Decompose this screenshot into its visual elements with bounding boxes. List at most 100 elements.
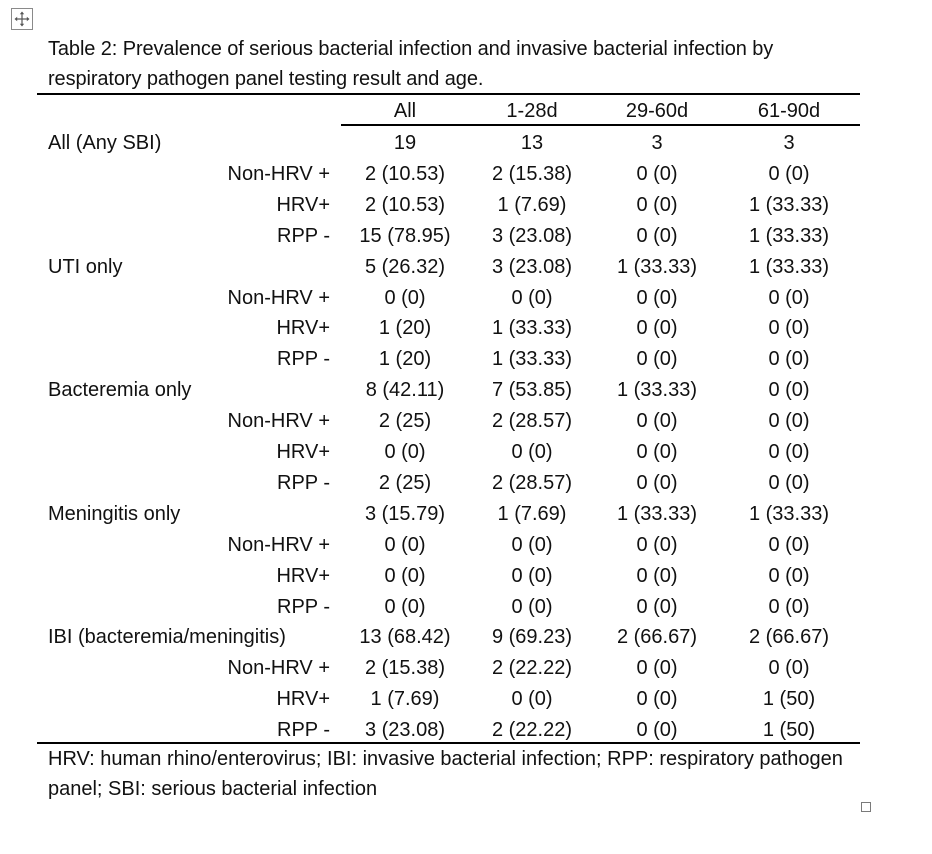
- table-cell-29-60d: 2 (66.67): [616, 626, 698, 648]
- row-group-label: All (Any SBI): [48, 132, 162, 154]
- table-cell-all: 3 (15.79): [364, 503, 446, 525]
- table-bottom-rule: [37, 742, 860, 744]
- column-header-all: All: [393, 100, 417, 122]
- table-cell-61-90d: 3: [783, 132, 795, 154]
- table-cell-61-90d: 1 (33.33): [748, 503, 830, 525]
- table-cell-29-60d: 0 (0): [636, 596, 678, 618]
- column-header-29-60d: 29-60d: [625, 100, 689, 122]
- row-group-label: IBI (bacteremia/meningitis): [48, 626, 286, 648]
- table-cell-1-28d: 0 (0): [511, 534, 553, 556]
- row-sub-label: RPP -: [277, 225, 330, 247]
- table-cell-1-28d: 2 (15.38): [491, 163, 573, 185]
- table-cell-61-90d: 1 (50): [762, 688, 816, 710]
- table-cell-all: 1 (20): [378, 317, 432, 339]
- table-cell-29-60d: 1 (33.33): [616, 256, 698, 278]
- table-cell-61-90d: 0 (0): [768, 596, 810, 618]
- table-cell-29-60d: 0 (0): [636, 163, 678, 185]
- table-cell-29-60d: 1 (33.33): [616, 503, 698, 525]
- row-sub-label: RPP -: [277, 719, 330, 741]
- row-group-label: Bacteremia only: [48, 379, 192, 401]
- table-cell-all: 1 (7.69): [370, 688, 440, 710]
- table-cell-all: 3 (23.08): [364, 719, 446, 741]
- row-sub-label: Non-HRV +: [227, 410, 330, 432]
- table-cell-1-28d: 7 (53.85): [491, 379, 573, 401]
- row-sub-label: RPP -: [277, 348, 330, 370]
- table-cell-29-60d: 0 (0): [636, 287, 678, 309]
- row-sub-label: HRV+: [276, 317, 330, 339]
- table-cell-29-60d: 3: [651, 132, 663, 154]
- table-cell-1-28d: 0 (0): [511, 596, 553, 618]
- table-cell-all: 1 (20): [378, 348, 432, 370]
- table-cell-29-60d: 0 (0): [636, 534, 678, 556]
- row-sub-label: Non-HRV +: [227, 163, 330, 185]
- table-cell-1-28d: 0 (0): [511, 441, 553, 463]
- table-cell-all: 2 (15.38): [364, 657, 446, 679]
- table-cell-61-90d: 0 (0): [768, 317, 810, 339]
- table-cell-all: 8 (42.11): [365, 379, 445, 401]
- table-cell-all: 0 (0): [384, 441, 426, 463]
- row-group-label: UTI only: [48, 256, 123, 278]
- table-cell-1-28d: 0 (0): [511, 688, 553, 710]
- table-cell-61-90d: 0 (0): [768, 348, 810, 370]
- table-footnote: HRV: human rhino/enterovirus; IBI: invas…: [48, 748, 843, 800]
- table-cell-61-90d: 0 (0): [768, 441, 810, 463]
- row-sub-label: HRV+: [276, 565, 330, 587]
- table-cell-all: 5 (26.32): [364, 256, 446, 278]
- table-cell-29-60d: 0 (0): [636, 472, 678, 494]
- column-header-rule: [341, 124, 860, 126]
- table-cell-all: 15 (78.95): [359, 225, 451, 247]
- table-top-rule: [37, 93, 860, 95]
- table-cell-61-90d: 0 (0): [768, 565, 810, 587]
- table-cell-all: 2 (10.53): [364, 163, 446, 185]
- table-cell-29-60d: 1 (33.33): [616, 379, 698, 401]
- table-cell-61-90d: 0 (0): [768, 657, 810, 679]
- table-cell-1-28d: 3 (23.08): [491, 225, 573, 247]
- table-cell-1-28d: 0 (0): [511, 565, 553, 587]
- table-cell-61-90d: 1 (50): [762, 719, 816, 741]
- row-sub-label: RPP -: [277, 596, 330, 618]
- row-sub-label: Non-HRV +: [227, 534, 330, 556]
- table-cell-61-90d: 0 (0): [768, 410, 810, 432]
- table-caption: Table 2: Prevalence of serious bacterial…: [48, 38, 774, 90]
- table-cell-29-60d: 0 (0): [636, 317, 678, 339]
- table-cell-61-90d: 1 (33.33): [748, 194, 830, 216]
- table-cell-all: 0 (0): [384, 534, 426, 556]
- table-cell-29-60d: 0 (0): [636, 348, 678, 370]
- table-cell-1-28d: 1 (7.69): [497, 194, 567, 216]
- table-cell-all: 0 (0): [384, 565, 426, 587]
- table-cell-61-90d: 2 (66.67): [748, 626, 830, 648]
- table-cell-all: 0 (0): [384, 287, 426, 309]
- table-cell-61-90d: 0 (0): [768, 472, 810, 494]
- table-cell-29-60d: 0 (0): [636, 688, 678, 710]
- table-cell-29-60d: 0 (0): [636, 657, 678, 679]
- row-sub-label: Non-HRV +: [227, 657, 330, 679]
- table-cell-1-28d: 9 (69.23): [491, 626, 573, 648]
- table-cell-1-28d: 2 (22.22): [491, 719, 573, 741]
- table-cell-61-90d: 0 (0): [768, 163, 810, 185]
- table-cell-61-90d: 0 (0): [768, 379, 810, 401]
- resize-square-icon[interactable]: [861, 802, 871, 812]
- table-move-handle[interactable]: [11, 8, 33, 30]
- table-cell-1-28d: 1 (7.69): [497, 503, 567, 525]
- table-cell-all: 13 (68.42): [359, 626, 451, 648]
- column-header-1-28d: 1-28d: [506, 100, 558, 122]
- table-cell-1-28d: 2 (22.22): [491, 657, 573, 679]
- table-cell-1-28d: 3 (23.08): [491, 256, 573, 278]
- row-sub-label: RPP -: [277, 472, 330, 494]
- table-cell-29-60d: 0 (0): [636, 225, 678, 247]
- table-cell-1-28d: 1 (33.33): [491, 317, 573, 339]
- row-sub-label: Non-HRV +: [227, 287, 330, 309]
- row-group-label: Meningitis only: [48, 503, 181, 525]
- move-arrows-icon: [14, 11, 30, 27]
- table-cell-1-28d: 2 (28.57): [491, 410, 573, 432]
- table-cell-29-60d: 0 (0): [636, 719, 678, 741]
- table-cell-61-90d: 0 (0): [768, 287, 810, 309]
- table-cell-1-28d: 13: [520, 132, 544, 154]
- table-cell-1-28d: 0 (0): [511, 287, 553, 309]
- table-cell-29-60d: 0 (0): [636, 194, 678, 216]
- table-cell-29-60d: 0 (0): [636, 410, 678, 432]
- column-header-61-90d: 61-90d: [757, 100, 821, 122]
- table-cell-all: 2 (25): [378, 472, 432, 494]
- row-sub-label: HRV+: [276, 441, 330, 463]
- row-sub-label: HRV+: [276, 194, 330, 216]
